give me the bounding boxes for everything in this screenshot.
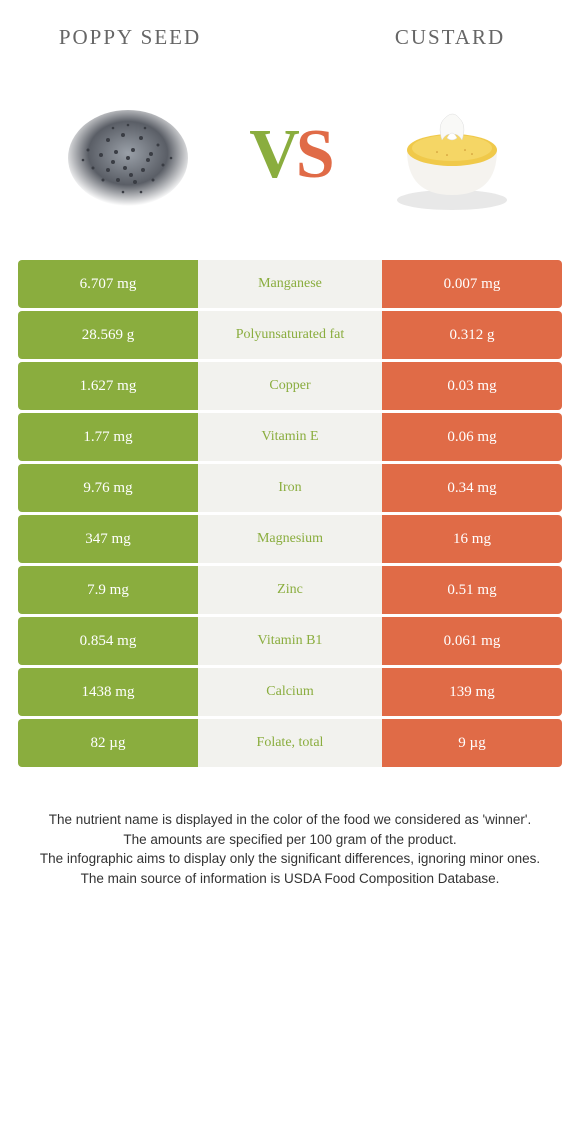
left-value-cell: 1.77 mg: [18, 413, 198, 461]
poppy-seed-image: [53, 80, 203, 230]
footer-line: The nutrient name is displayed in the co…: [30, 810, 550, 830]
left-value-cell: 0.854 mg: [18, 617, 198, 665]
custard-image: [377, 80, 527, 230]
table-row: 347 mgMagnesium16 mg: [18, 515, 562, 563]
right-value-cell: 0.007 mg: [382, 260, 562, 308]
right-value-cell: 0.312 g: [382, 311, 562, 359]
left-value-cell: 28.569 g: [18, 311, 198, 359]
left-value-cell: 7.9 mg: [18, 566, 198, 614]
left-value-cell: 1438 mg: [18, 668, 198, 716]
table-row: 82 µgFolate, total9 µg: [18, 719, 562, 767]
vs-s: S: [296, 116, 331, 193]
footer-line: The main source of information is USDA F…: [30, 869, 550, 889]
left-value-cell: 6.707 mg: [18, 260, 198, 308]
nutrient-name-cell: Copper: [198, 362, 382, 410]
nutrient-table: 6.707 mgManganese0.007 mg28.569 gPolyuns…: [0, 260, 580, 767]
left-value-cell: 9.76 mg: [18, 464, 198, 512]
vs-label: VS: [249, 115, 331, 195]
nutrient-name-cell: Calcium: [198, 668, 382, 716]
table-row: 9.76 mgIron0.34 mg: [18, 464, 562, 512]
nutrient-name-cell: Polyunsaturated fat: [198, 311, 382, 359]
right-food-title: CUSTARD: [350, 25, 550, 50]
nutrient-name-cell: Vitamin E: [198, 413, 382, 461]
vs-v: V: [249, 116, 296, 193]
nutrient-name-cell: Vitamin B1: [198, 617, 382, 665]
nutrient-name-cell: Magnesium: [198, 515, 382, 563]
right-value-cell: 9 µg: [382, 719, 562, 767]
nutrient-name-cell: Folate, total: [198, 719, 382, 767]
left-value-cell: 1.627 mg: [18, 362, 198, 410]
nutrient-name-cell: Zinc: [198, 566, 382, 614]
footer-notes: The nutrient name is displayed in the co…: [0, 770, 580, 908]
table-row: 0.854 mgVitamin B10.061 mg: [18, 617, 562, 665]
right-value-cell: 16 mg: [382, 515, 562, 563]
header-row: POPPY SEED CUSTARD: [0, 0, 580, 60]
left-value-cell: 82 µg: [18, 719, 198, 767]
right-value-cell: 0.06 mg: [382, 413, 562, 461]
nutrient-name-cell: Iron: [198, 464, 382, 512]
left-food-title: POPPY SEED: [30, 25, 230, 50]
right-value-cell: 0.51 mg: [382, 566, 562, 614]
right-value-cell: 0.03 mg: [382, 362, 562, 410]
table-row: 28.569 gPolyunsaturated fat0.312 g: [18, 311, 562, 359]
footer-line: The infographic aims to display only the…: [30, 849, 550, 869]
table-row: 7.9 mgZinc0.51 mg: [18, 566, 562, 614]
table-row: 1.77 mgVitamin E0.06 mg: [18, 413, 562, 461]
table-row: 1438 mgCalcium139 mg: [18, 668, 562, 716]
right-value-cell: 0.061 mg: [382, 617, 562, 665]
nutrient-name-cell: Manganese: [198, 260, 382, 308]
table-row: 1.627 mgCopper0.03 mg: [18, 362, 562, 410]
right-value-cell: 139 mg: [382, 668, 562, 716]
images-row: VS: [0, 60, 580, 260]
table-row: 6.707 mgManganese0.007 mg: [18, 260, 562, 308]
right-value-cell: 0.34 mg: [382, 464, 562, 512]
left-value-cell: 347 mg: [18, 515, 198, 563]
footer-line: The amounts are specified per 100 gram o…: [30, 830, 550, 850]
